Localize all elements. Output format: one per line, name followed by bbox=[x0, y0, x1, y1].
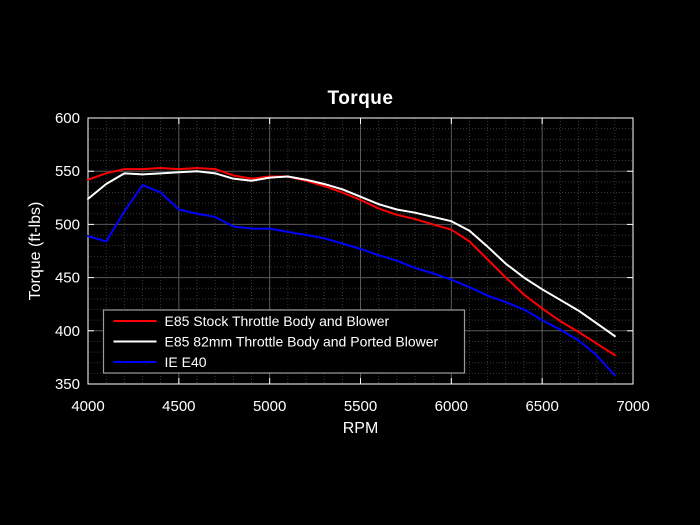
legend-label-0: E85 Stock Throttle Body and Blower bbox=[165, 313, 390, 329]
x-tick-label: 6500 bbox=[525, 398, 558, 415]
x-tick-label: 5000 bbox=[253, 398, 286, 415]
x-tick-label: 4000 bbox=[71, 398, 104, 415]
legend-box bbox=[102, 309, 466, 374]
y-tick-label: 350 bbox=[55, 376, 80, 393]
x-tick-label: 6000 bbox=[435, 398, 468, 415]
series-line-2 bbox=[87, 184, 616, 377]
y-tick-label: 600 bbox=[55, 110, 80, 127]
y-tick-label: 450 bbox=[55, 270, 80, 287]
y-axis-label: Torque (ft-lbs) bbox=[27, 201, 44, 301]
y-tick-label: 500 bbox=[55, 216, 80, 233]
x-tick-label: 5500 bbox=[344, 398, 377, 415]
x-tick-label: 4500 bbox=[162, 398, 195, 415]
chart-title: Torque bbox=[327, 88, 394, 109]
x-tick-label: 7000 bbox=[616, 398, 649, 415]
y-tick-label: 550 bbox=[55, 163, 80, 180]
x-axis-label: RPM bbox=[342, 420, 379, 437]
legend-label-2: IE E40 bbox=[165, 354, 207, 370]
legend-label-1: E85 82mm Throttle Body and Ported Blower bbox=[165, 334, 439, 350]
y-tick-label: 400 bbox=[55, 323, 80, 340]
series-line-1 bbox=[87, 170, 616, 338]
series-line-0 bbox=[87, 167, 616, 357]
